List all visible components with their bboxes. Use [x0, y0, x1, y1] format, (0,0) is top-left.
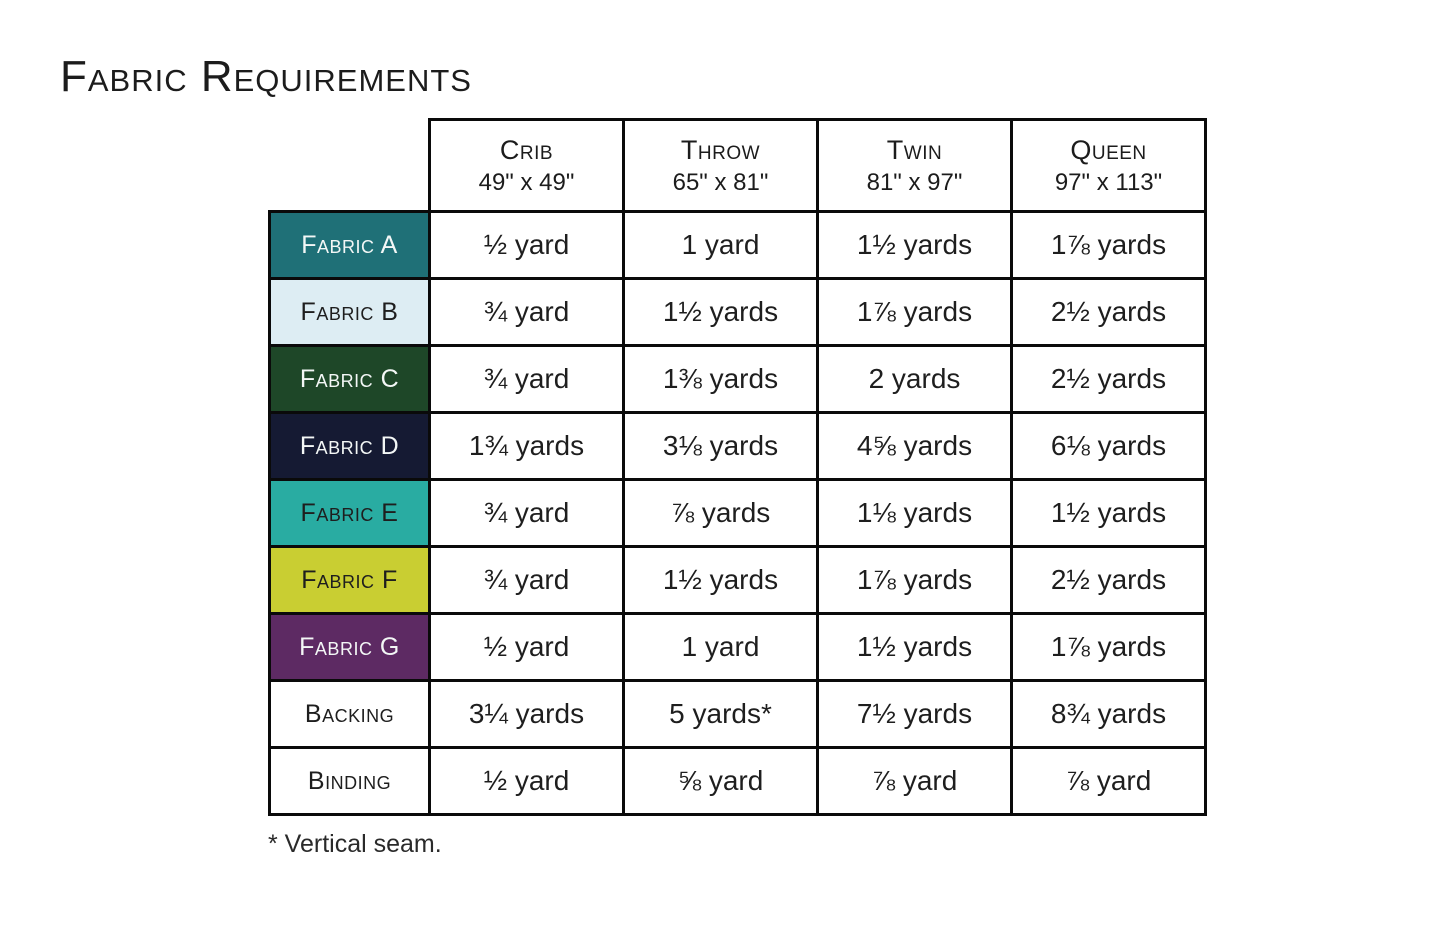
yardage-cell: 1½ yards [622, 277, 819, 347]
row-label-swatch: Fabric D [268, 411, 431, 481]
yardage-cell: 2½ yards [1010, 344, 1207, 414]
row-label-swatch: Fabric B [268, 277, 431, 347]
yardage-cell: 4⅝ yards [816, 411, 1013, 481]
column-header-throw: Throw 65" x 81" [622, 118, 819, 213]
yardage-cell: 8¾ yards [1010, 679, 1207, 749]
fabric-requirements-table: Crib 49" x 49" Throw 65" x 81" Twin 81" x 97"… [268, 118, 1207, 816]
table-row: Binding ½ yard ⅝ yard ⅞ yard ⅞ yard [268, 746, 1207, 816]
yardage-cell: ¾ yard [428, 545, 625, 615]
yardage-cell: 1⅞ yards [816, 277, 1013, 347]
yardage-cell: 6⅛ yards [1010, 411, 1207, 481]
yardage-cell: 5 yards* [622, 679, 819, 749]
yardage-cell: 1⅜ yards [622, 344, 819, 414]
column-dimensions: 81" x 97" [866, 169, 963, 197]
yardage-cell: 1½ yards [816, 612, 1013, 682]
yardage-cell: 1⅞ yards [1010, 210, 1207, 280]
column-dimensions: 65" x 81" [672, 169, 769, 197]
row-label-swatch: Fabric E [268, 478, 431, 548]
yardage-cell: ⅞ yard [816, 746, 1013, 816]
column-name: Crib [499, 134, 554, 165]
yardage-cell: 3¼ yards [428, 679, 625, 749]
row-label-swatch: Binding [268, 746, 431, 816]
column-header-twin: Twin 81" x 97" [816, 118, 1013, 213]
yardage-cell: ½ yard [428, 210, 625, 280]
row-label-swatch: Backing [268, 679, 431, 749]
yardage-cell: 7½ yards [816, 679, 1013, 749]
yardage-cell: ¾ yard [428, 478, 625, 548]
yardage-cell: 1⅞ yards [816, 545, 1013, 615]
yardage-cell: 2½ yards [1010, 277, 1207, 347]
column-dimensions: 49" x 49" [478, 169, 575, 197]
row-label-swatch: Fabric A [268, 210, 431, 280]
yardage-cell: 1½ yards [622, 545, 819, 615]
yardage-cell: 1⅛ yards [816, 478, 1013, 548]
column-name: Twin [886, 134, 943, 165]
yardage-cell: ¾ yard [428, 277, 625, 347]
yardage-cell: 1½ yards [816, 210, 1013, 280]
yardage-cell: ⅞ yard [1010, 746, 1207, 816]
row-label-swatch: Fabric C [268, 344, 431, 414]
yardage-cell: ¾ yard [428, 344, 625, 414]
corner-cell [270, 120, 430, 212]
page-title: Fabric Requirements [60, 52, 472, 101]
yardage-cell: 2 yards [816, 344, 1013, 414]
header-row: Crib 49" x 49" Throw 65" x 81" Twin 81" x 97"… [270, 118, 1207, 213]
yardage-cell: ½ yard [428, 612, 625, 682]
yardage-cell: 1¾ yards [428, 411, 625, 481]
column-name: Throw [680, 134, 761, 165]
yardage-cell: ⅝ yard [622, 746, 819, 816]
yardage-cell: 2½ yards [1010, 545, 1207, 615]
yardage-cell: 1 yard [622, 612, 819, 682]
yardage-cell: 1⅞ yards [1010, 612, 1207, 682]
yardage-cell: ⅞ yards [622, 478, 819, 548]
column-dimensions: 97" x 113" [1054, 169, 1163, 197]
yardage-cell: 1½ yards [1010, 478, 1207, 548]
row-label-swatch: Fabric F [268, 545, 431, 615]
yardage-cell: 3⅛ yards [622, 411, 819, 481]
yardage-cell: ½ yard [428, 746, 625, 816]
footnote-vertical-seam: * Vertical seam. [268, 830, 442, 858]
table-row: Fabric D 1¾ yards 3⅛ yards 4⅝ yards 6⅛ yards [268, 411, 1207, 481]
column-header-crib: Crib 49" x 49" [428, 118, 625, 213]
column-header-queen: Queen 97" x 113" [1010, 118, 1207, 213]
row-label-swatch: Fabric G [268, 612, 431, 682]
column-name: Queen [1070, 134, 1147, 165]
table-row: Backing 3¼ yards 5 yards* 7½ yards 8¾ yards [268, 679, 1207, 749]
yardage-cell: 1 yard [622, 210, 819, 280]
